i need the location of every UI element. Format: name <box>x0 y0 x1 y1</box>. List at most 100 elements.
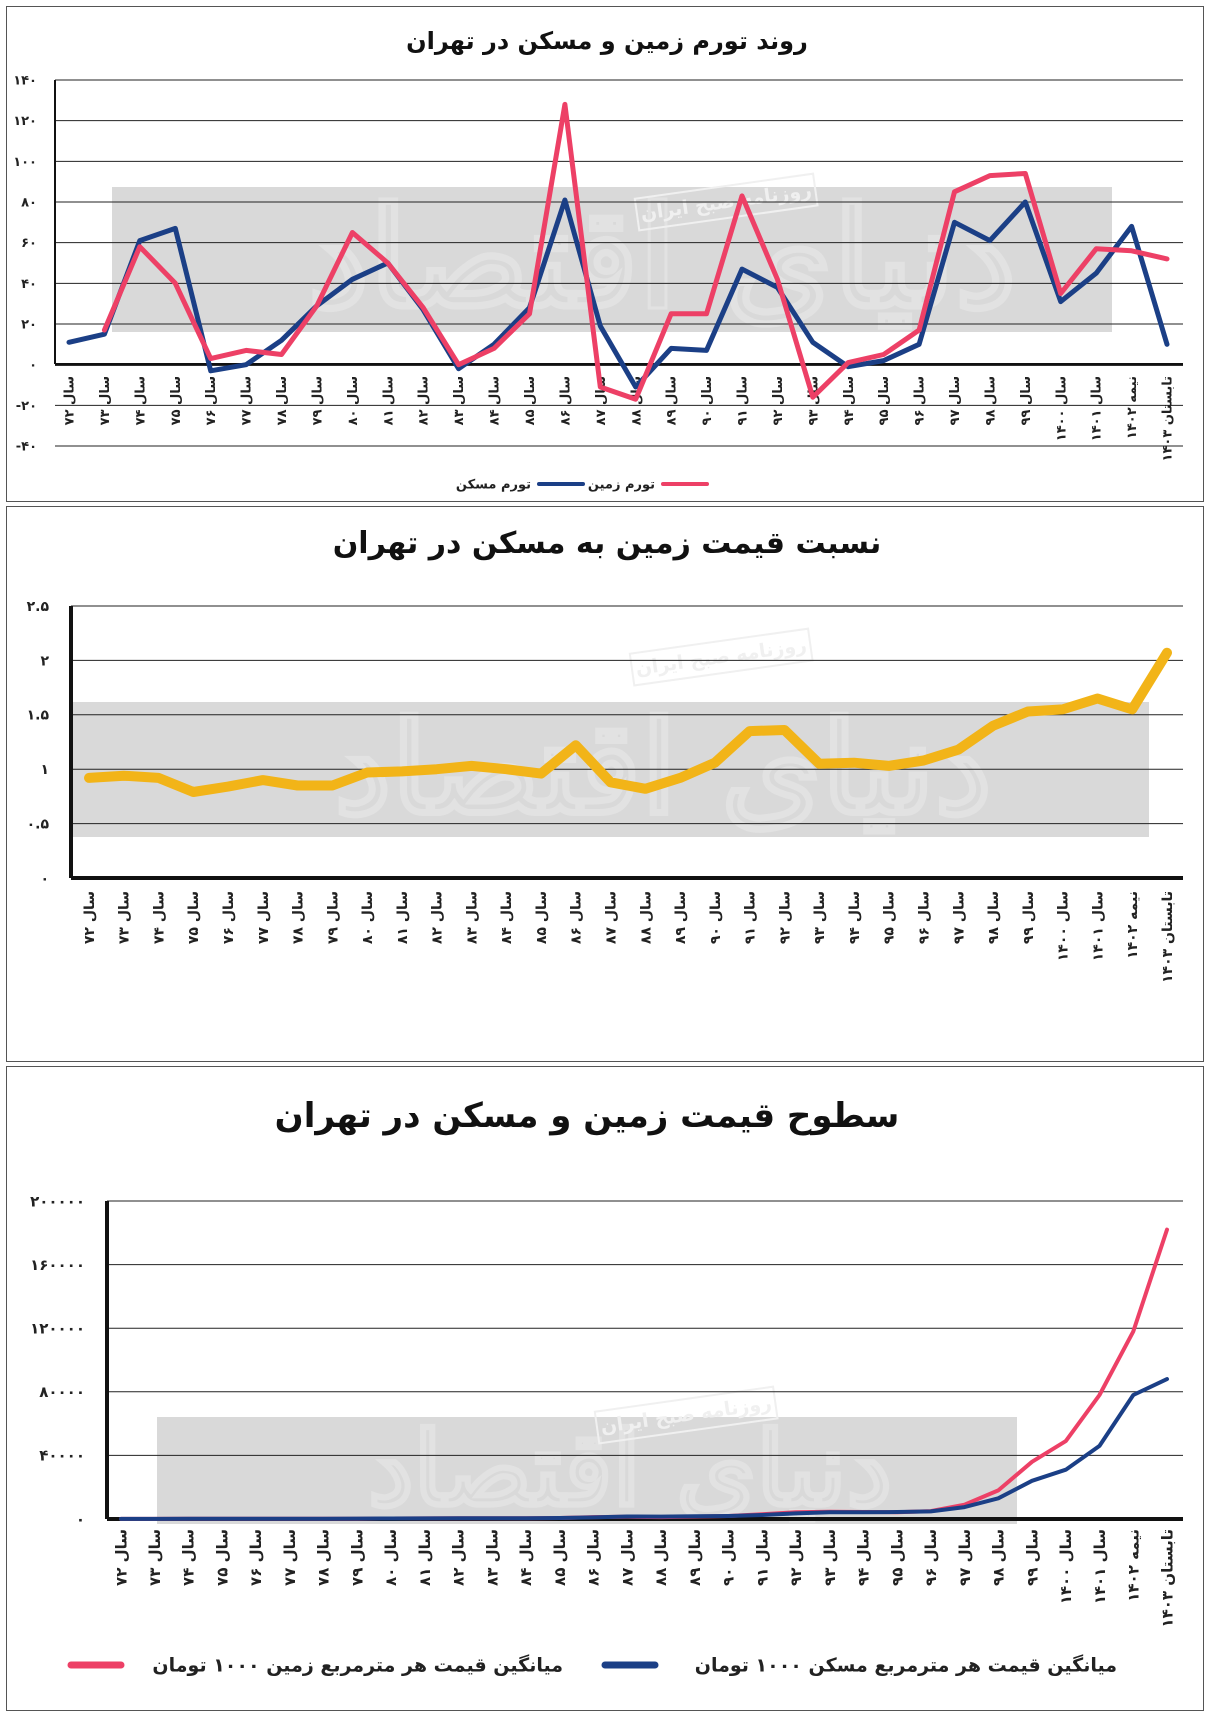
x-tick-label: سال ۸۴ <box>488 376 503 425</box>
x-tick-label: سال ۹۲ <box>771 376 786 425</box>
legend-label: میانگین قیمت هر مترمربع زمین ۱۰۰۰ تومان <box>152 1654 563 1677</box>
x-tick-label: سال ۸۶ <box>585 1529 603 1586</box>
x-tick-label: سال ۹۰ <box>708 891 724 944</box>
x-tick-label: سال ۸۲ <box>450 1529 468 1586</box>
chart-title: روند تورم زمین و مسکن در تهران <box>406 27 808 55</box>
y-tick-label: ۱۲۰ <box>13 114 37 129</box>
x-tick-label: سال ۸۱ <box>395 891 411 944</box>
x-tick-label: سال ۹۷ <box>948 376 963 425</box>
x-tick-label: تابستان ۱۴۰۳ <box>1158 1529 1176 1628</box>
y-tick-label: ۱۶۰۰۰۰ <box>30 1256 85 1274</box>
x-tick-label: سال ۸۵ <box>551 1529 569 1586</box>
y-tick-label: ۲ <box>40 653 49 669</box>
x-tick-label: سال ۷۷ <box>240 376 255 425</box>
y-tick-label: ۱۴۰ <box>13 74 37 89</box>
x-tick-label: سال ۸۱ <box>381 376 396 425</box>
x-tick-label: سال ۸۴ <box>517 1529 535 1586</box>
x-tick-label: سال ۹۲ <box>777 891 793 944</box>
x-tick-label: سال ۷۷ <box>281 1529 299 1586</box>
x-tick-label: سال ۷۳ <box>98 376 113 425</box>
x-tick-label: سال ۹۵ <box>888 1529 906 1586</box>
x-tick-label: سال ۸۲ <box>417 376 432 425</box>
x-tick-label: سال ۹۶ <box>916 891 932 944</box>
x-tick-label: سال ۱۴۰۱ <box>1090 891 1106 961</box>
x-tick-label: سال ۸۹ <box>686 1529 704 1586</box>
y-tick-label: ۱۰۰ <box>13 155 37 170</box>
x-tick-label: سال ۹۹ <box>1023 1529 1041 1586</box>
y-tick-label: ۰ <box>40 871 49 887</box>
y-tick-label: ۱۲۰۰۰۰ <box>30 1319 85 1337</box>
y-tick-label: -۴۰ <box>16 440 37 455</box>
x-tick-label: سال ۸۱ <box>416 1529 434 1586</box>
x-tick-label: سال ۹۰ <box>720 1529 738 1586</box>
x-tick-label: سال ۱۴۰۰ <box>1056 891 1072 961</box>
x-tick-label: سال ۷۵ <box>213 1529 231 1586</box>
x-tick-label: سال ۹۹ <box>1019 376 1034 425</box>
x-tick-label: سال ۷۶ <box>221 891 237 944</box>
x-tick-label: سال ۷۸ <box>291 891 307 944</box>
series-line-1 <box>66 197 1170 390</box>
y-tick-label: ۴۰۰۰۰ <box>39 1447 85 1465</box>
x-tick-label: نیمه ۱۴۰۲ <box>1125 376 1140 439</box>
x-tick-label: سال ۹۸ <box>986 891 1002 944</box>
x-tick-label: تابستان ۱۴۰۳ <box>1161 376 1176 461</box>
x-tick-label: سال ۹۱ <box>753 1529 771 1586</box>
x-tick-label: سال ۹۶ <box>913 376 928 425</box>
y-tick-label: -۲۰ <box>16 399 37 414</box>
y-tick-label: ۸۰۰۰۰ <box>39 1383 85 1401</box>
x-tick-label: سال ۷۳ <box>117 891 133 944</box>
x-tick-label: سال ۹۷ <box>951 891 967 944</box>
x-tick-label: سال ۸۹ <box>665 376 680 425</box>
x-tick-label: نیمه ۱۴۰۲ <box>1125 1529 1143 1602</box>
legend-label: تورم مسکن <box>456 478 531 493</box>
x-tick-label: سال ۷۴ <box>133 376 148 425</box>
x-tick-label: سال ۹۱ <box>743 891 759 944</box>
y-tick-label: ۰ <box>76 1510 85 1528</box>
x-tick-label: سال ۹۸ <box>983 376 998 425</box>
x-tick-label: سال ۷۶ <box>247 1529 265 1586</box>
x-tick-label: تابستان ۱۴۰۳ <box>1160 891 1176 983</box>
chart-panel-ratio: نسبت قیمت زمین به مسکن در تهران دنیای اقت… <box>6 506 1204 1062</box>
x-tick-label: سال ۷۸ <box>315 1529 333 1586</box>
x-tick-label: سال ۷۹ <box>348 1529 366 1586</box>
chart-panel-inflation: روند تورم زمین و مسکن در تهران دنیای اقتص… <box>6 6 1204 502</box>
x-tick-label: سال ۷۵ <box>186 891 202 944</box>
watermark-band <box>157 1417 1017 1524</box>
x-tick-label: سال ۹۵ <box>882 891 898 944</box>
x-tick-label: سال ۹۳ <box>821 1529 839 1586</box>
x-tick-label: سال ۱۴۰۱ <box>1090 376 1105 441</box>
x-tick-label: سال ۹۴ <box>855 1529 873 1586</box>
legend-label: تورم زمین <box>588 478 655 493</box>
x-tick-label: سال ۷۶ <box>204 376 219 425</box>
x-tick-label: سال ۷۲ <box>112 1529 130 1586</box>
x-tick-label: سال ۷۹ <box>310 376 325 425</box>
x-tick-label: سال ۹۲ <box>787 1529 805 1586</box>
legend-label: میانگین قیمت هر مترمربع مسکن ۱۰۰۰ تومان <box>695 1654 1117 1677</box>
x-tick-label: سال ۸۵ <box>523 376 538 425</box>
x-tick-label: سال ۹۸ <box>990 1529 1008 1586</box>
x-tick-label: سال ۹۶ <box>922 1529 940 1586</box>
x-tick-label: سال ۸۴ <box>499 891 515 944</box>
x-tick-label: سال ۹۹ <box>1021 891 1037 944</box>
x-tick-label: سال ۸۰ <box>382 1529 400 1586</box>
y-tick-label: ۱.۵ <box>27 708 50 724</box>
x-tick-label: سال ۸۳ <box>464 891 480 944</box>
y-tick-label: ۰.۵ <box>27 817 50 833</box>
y-tick-label: ۱ <box>40 762 49 778</box>
x-tick-label: سال ۸۳ <box>483 1529 501 1586</box>
x-tick-label: سال ۹۴ <box>842 376 857 425</box>
x-tick-label: سال ۸۶ <box>569 891 585 944</box>
x-tick-label: سال ۷۲ <box>82 891 98 944</box>
y-tick-label: ۴۰ <box>21 277 37 292</box>
x-tick-label: سال ۷۴ <box>180 1529 198 1586</box>
x-tick-label: سال ۱۴۰۱ <box>1091 1529 1109 1604</box>
y-tick-label: ۶۰ <box>21 236 37 251</box>
y-tick-label: ۲۰ <box>21 318 37 333</box>
x-tick-label: سال ۷۷ <box>256 891 272 944</box>
x-tick-label: سال ۸۸ <box>638 891 654 944</box>
chart-title: سطوح قیمت زمین و مسکن در تهران <box>275 1096 900 1136</box>
x-tick-label: سال ۷۳ <box>146 1529 164 1586</box>
x-tick-label: سال ۸۵ <box>534 891 550 944</box>
x-tick-label: سال ۸۷ <box>604 891 620 944</box>
